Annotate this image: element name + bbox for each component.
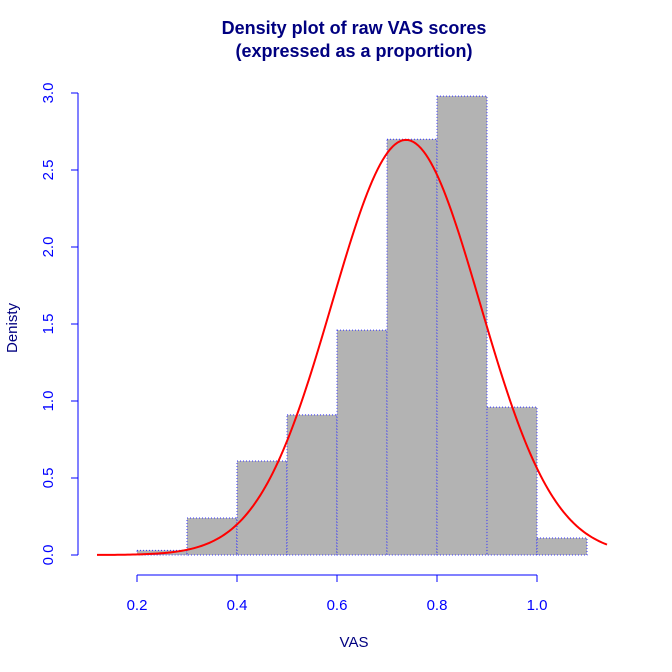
y-tick-label-2: 1.0 (40, 391, 57, 412)
y-tick-label-5: 2.5 (40, 160, 57, 181)
y-tick-label-1: 0.5 (40, 468, 57, 489)
y-tick-label-6: 3.0 (40, 83, 57, 104)
y-tick-label-3: 1.5 (40, 314, 57, 335)
histogram-bar-8 (536, 537, 588, 556)
x-axis-label: VAS (340, 634, 369, 651)
histogram-bar-1 (186, 517, 238, 556)
y-axis-label: Denisty (4, 302, 21, 353)
histogram-bar-5 (386, 138, 438, 556)
x-tick-label-1: 0.4 (227, 597, 248, 614)
chart-title-line-1: Density plot of raw VAS scores (222, 18, 487, 38)
density-curve (96, 138, 608, 556)
histogram-bar-2 (236, 460, 288, 556)
y-tick-label-4: 2.0 (40, 237, 57, 258)
histogram-bar-6 (436, 95, 488, 556)
x-tick-label-0: 0.2 (127, 597, 148, 614)
x-tick-label-4: 1.0 (527, 597, 548, 614)
x-tick-label-3: 0.8 (427, 597, 448, 614)
histogram-bar-4 (336, 329, 388, 556)
y-axis: 0.0 0.5 1.0 1.5 2.0 2.5 3.0 (40, 83, 79, 566)
x-axis: 0.2 0.4 0.6 0.8 1.0 (127, 574, 548, 614)
histogram-bars (136, 95, 588, 556)
y-tick-label-0: 0.0 (40, 545, 57, 566)
x-tick-label-2: 0.6 (327, 597, 348, 614)
chart-title-line-2: (expressed as a proportion) (235, 41, 472, 61)
histogram-bar-3 (286, 414, 338, 556)
histogram-bar-7 (486, 406, 538, 556)
